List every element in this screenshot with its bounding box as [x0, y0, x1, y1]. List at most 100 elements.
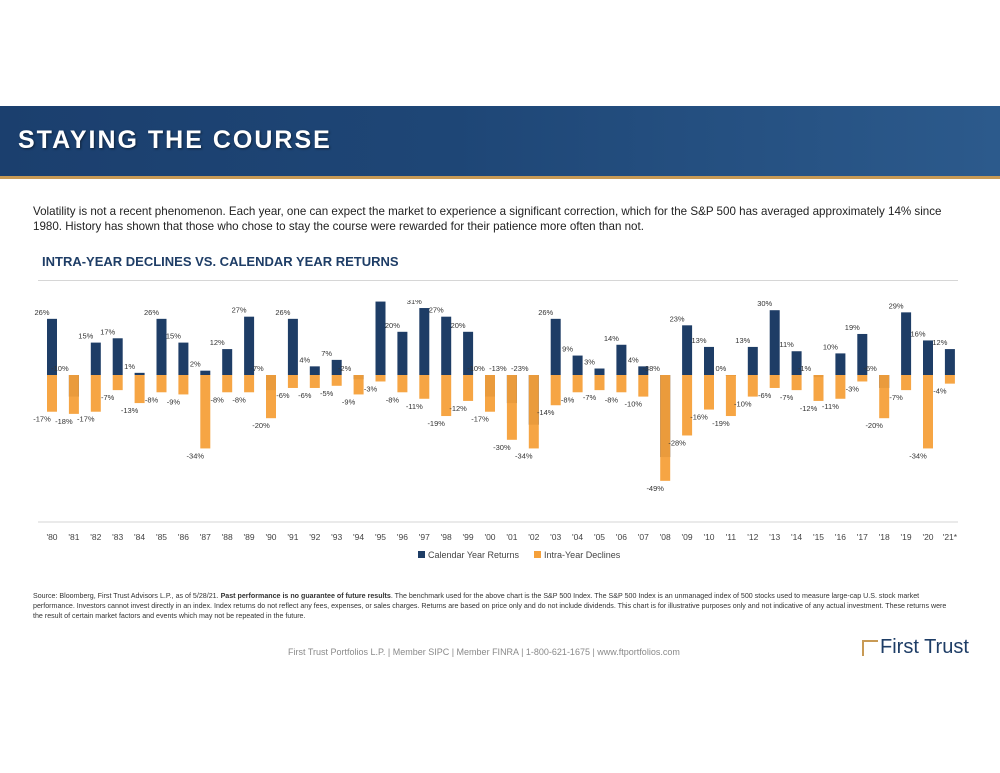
intra-year-decline-label: -28% [668, 438, 686, 447]
chart-title-divider [38, 280, 958, 281]
x-tick-label: '18 [879, 532, 890, 542]
intra-year-decline-label: -7% [583, 393, 597, 402]
intra-year-decline-bar [134, 375, 145, 404]
calendar-return-label: 29% [889, 301, 904, 310]
intra-year-decline-bar [112, 375, 123, 391]
intra-year-decline-label: -8% [232, 395, 246, 404]
x-tick-label: '11 [726, 532, 737, 542]
calendar-return-bar [550, 318, 561, 375]
calendar-return-bar [397, 331, 408, 375]
calendar-return-label: 27% [232, 306, 247, 315]
logo-text: First Trust [880, 636, 969, 658]
intra-year-decline-bar [944, 375, 955, 384]
calendar-return-bar [178, 342, 189, 375]
intra-year-decline-bar [244, 375, 255, 393]
intra-year-decline-label: -6% [298, 391, 312, 400]
intra-year-decline-label: -5% [320, 389, 334, 398]
intra-year-decline-bar [178, 375, 189, 395]
calendar-return-bar [463, 331, 474, 375]
calendar-return-label: 1% [124, 362, 135, 371]
x-tick-label: '03 [550, 532, 561, 542]
intra-year-decline-bar [638, 375, 649, 397]
intra-year-decline-bar [572, 375, 583, 393]
intra-year-decline-label: -8% [145, 395, 159, 404]
x-tick-label: '04 [572, 532, 583, 542]
calendar-return-bar [901, 312, 912, 375]
intra-year-decline-label: -17% [77, 415, 95, 424]
intra-year-decline-label: -20% [252, 421, 270, 430]
intra-year-decline-label: -8% [211, 395, 225, 404]
x-tick-label: '06 [616, 532, 627, 542]
calendar-return-label: 13% [691, 336, 706, 345]
calendar-return-label: 14% [604, 334, 619, 343]
calendar-return-label: -23% [511, 364, 529, 373]
intra-year-decline-bar [506, 375, 517, 440]
calendar-return-label: 12% [210, 338, 225, 347]
intra-year-decline-label: -19% [427, 419, 445, 428]
intra-year-decline-label: -17% [471, 415, 489, 424]
intra-year-decline-label: -9% [167, 397, 181, 406]
calendar-return-label: 15% [166, 332, 181, 341]
calendar-return-bar [682, 325, 693, 375]
intra-year-decline-label: -19% [712, 419, 730, 428]
x-tick-label: '99 [463, 532, 474, 542]
intra-year-decline-bar [791, 375, 802, 391]
calendar-return-label: 23% [670, 314, 685, 323]
x-tick-label: '95 [375, 532, 386, 542]
calendar-return-bar [134, 372, 145, 375]
intra-year-decline-label: -10% [625, 400, 643, 409]
intra-year-decline-bar [769, 375, 780, 388]
calendar-return-bar [835, 353, 846, 375]
intra-year-decline-label: -9% [342, 397, 356, 406]
x-tick-label: '91 [287, 532, 298, 542]
intra-year-decline-bar [660, 375, 671, 481]
calendar-return-bar [156, 318, 167, 375]
x-tick-label: '17 [857, 532, 868, 542]
x-tick-label: '14 [791, 532, 802, 542]
calendar-return-label: 0% [715, 364, 726, 373]
intra-year-decline-label: -8% [386, 395, 400, 404]
x-tick-label: '05 [594, 532, 605, 542]
intra-year-decline-bar [879, 375, 890, 419]
footer-contact: First Trust Portfolios L.P. | Member SIP… [288, 647, 680, 657]
intra-year-decline-label: -4% [933, 387, 947, 396]
x-tick-label: '97 [419, 532, 430, 542]
calendar-return-label: -7% [250, 364, 264, 373]
x-tick-label: '94 [353, 532, 364, 542]
calendar-return-label: 4% [299, 355, 310, 364]
intra-year-decline-label: -34% [515, 451, 533, 460]
intra-year-decline-bar [857, 375, 868, 382]
calendar-return-bar [441, 316, 452, 375]
intra-year-decline-bar [90, 375, 101, 412]
intra-year-decline-label: -49% [646, 484, 664, 493]
x-tick-label: '21* [943, 532, 958, 542]
x-tick-label: '90 [265, 532, 276, 542]
calendar-return-label: 26% [144, 308, 159, 317]
calendar-return-bar [112, 338, 123, 375]
intra-year-decline-label: -12% [800, 404, 818, 413]
calendar-return-label: 10% [823, 342, 838, 351]
calendar-return-label: 3% [584, 358, 595, 367]
calendar-return-bar [791, 351, 802, 375]
intra-year-decline-label: -16% [690, 413, 708, 422]
x-tick-label: '83 [112, 532, 123, 542]
intra-year-decline-bar [375, 375, 386, 382]
calendar-return-label: -10% [467, 364, 485, 373]
x-tick-label: '01 [506, 532, 517, 542]
calendar-return-bar [594, 368, 605, 375]
calendar-return-label: 26% [538, 308, 553, 317]
footnote-prefix: Source: Bloomberg, First Trust Advisors … [33, 592, 219, 600]
intra-year-decline-label: -30% [493, 443, 511, 452]
intra-year-decline-bar [550, 375, 561, 406]
intra-year-decline-bar [397, 375, 408, 393]
calendar-return-label: 19% [845, 323, 860, 332]
intra-year-decline-label: -13% [121, 406, 139, 415]
intra-year-decline-bar [463, 375, 474, 401]
calendar-return-bar [638, 366, 649, 375]
x-tick-label: '85 [156, 532, 167, 542]
calendar-return-bar [419, 308, 430, 375]
x-tick-label: '88 [222, 532, 233, 542]
intro-paragraph: Volatility is not a recent phenomenon. E… [33, 205, 942, 233]
intra-year-decline-bar [156, 375, 167, 393]
calendar-return-label: -2% [338, 364, 352, 373]
